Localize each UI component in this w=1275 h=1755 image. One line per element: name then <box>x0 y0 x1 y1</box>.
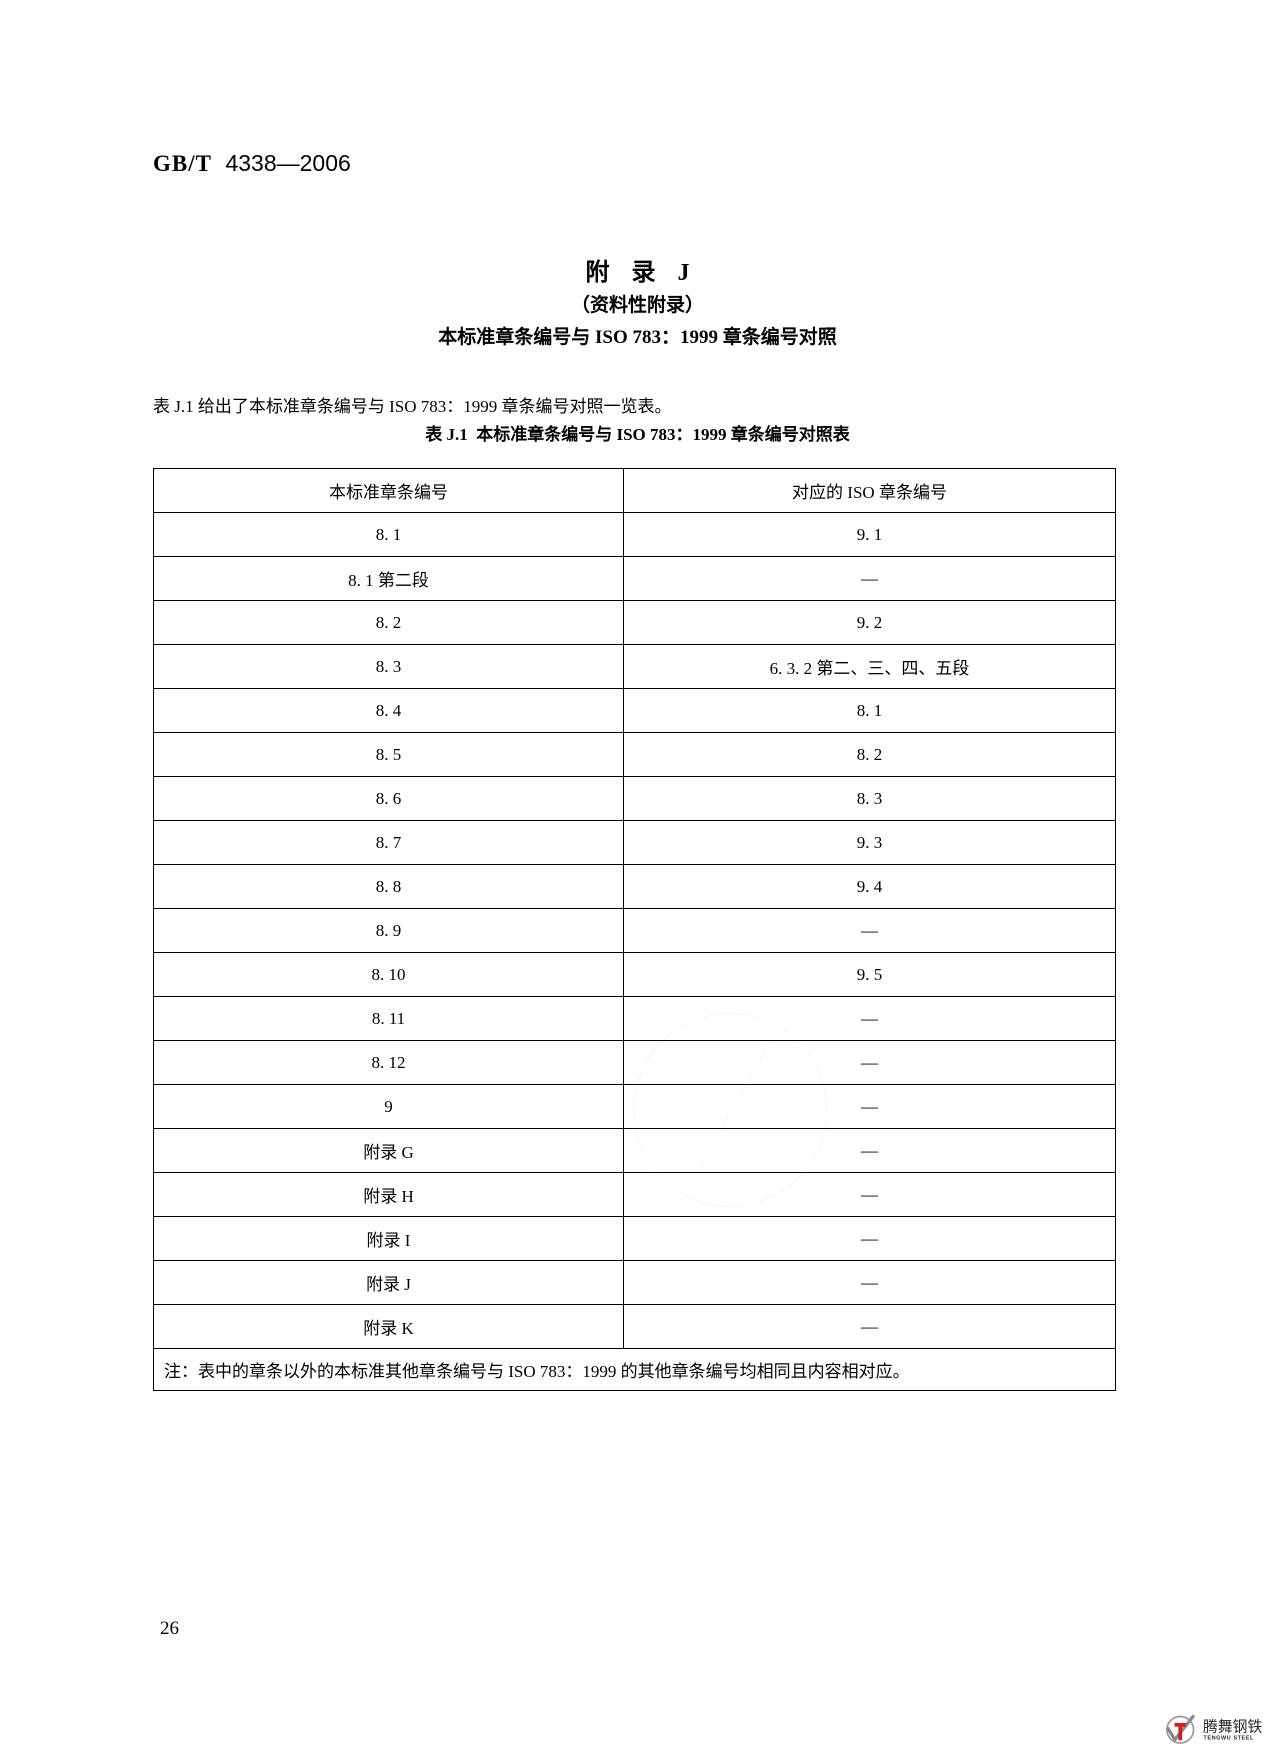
svg-text:TENGWU STEEL: TENGWU STEEL <box>1203 1736 1254 1742</box>
svg-text:腾舞钢铁: 腾舞钢铁 <box>1203 1718 1262 1735</box>
